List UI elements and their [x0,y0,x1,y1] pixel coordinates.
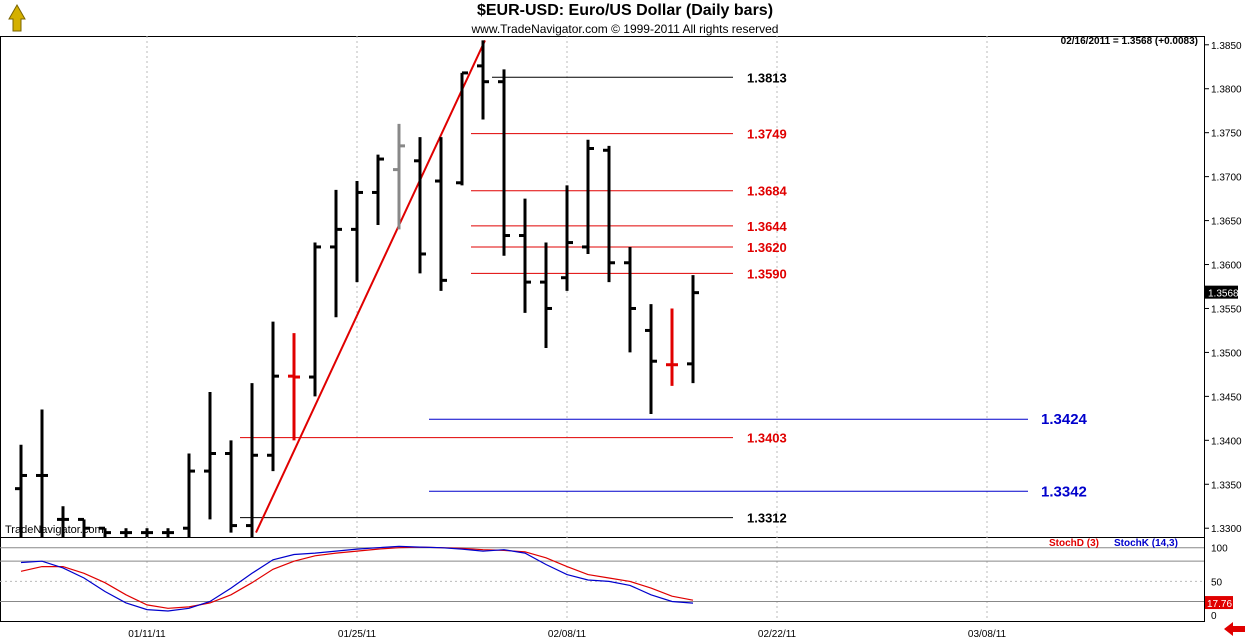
stoch-tick-label: 0 [1211,611,1217,622]
level-label: 1.3620 [747,240,787,255]
y-tick-label: 1.3600 [1211,261,1242,272]
y-tick-label: 1.3750 [1211,129,1242,140]
level-label: 1.3312 [747,511,787,526]
x-tick-label: 01/11/11 [128,629,166,640]
level-label: 1.3590 [747,266,787,281]
level-label: 1.3342 [1041,483,1087,500]
chart-title: $EUR-USD: Euro/US Dollar (Daily bars) [476,2,774,19]
y-tick-label: 1.3800 [1211,85,1242,96]
x-tick-label: 02/08/11 [548,629,587,640]
level-label: 1.3684 [747,184,788,199]
stochk-line [20,545,694,612]
y-tick-label: 1.3450 [1211,392,1242,403]
x-tick-label: 01/25/11 [338,629,377,640]
trendline [255,39,486,534]
trade-navigator-logo [5,3,29,38]
current-price-label: 1.3568 [1208,289,1239,300]
watermark: TradeNavigator.com [5,524,104,536]
level-label: 1.3813 [747,70,787,85]
current-price-box [1205,285,1238,299]
stoch-tick-label: 100 [1211,544,1228,555]
level-label: 1.3644 [747,219,788,234]
stochd-legend: StochD (3) [1049,538,1099,549]
y-tick-label: 1.3700 [1211,173,1242,184]
y-tick-label: 1.3300 [1211,524,1242,535]
y-tick-label: 1.3500 [1211,348,1242,359]
x-tick-label: 03/08/11 [968,629,1007,640]
level-label: 1.3403 [747,431,787,446]
stochk-legend: StochK (14,3) [1114,538,1178,549]
scroll-left-arrow-icon[interactable] [1224,622,1246,641]
y-tick-label: 1.3400 [1211,436,1242,447]
y-tick-label: 1.3850 [1211,41,1242,52]
y-tick-label: 1.3350 [1211,480,1242,491]
x-tick-label: 02/22/11 [758,629,797,640]
chart-subtitle: www.TradeNavigator.com © 1999-2011 All r… [471,22,779,36]
last-quote: 02/16/2011 = 1.3568 (+0.0083) [1060,36,1198,47]
level-label: 1.3749 [747,127,787,142]
stochd-line [20,546,694,609]
level-label: 1.3424 [1041,411,1088,428]
stoch-value-label: 17.76 [1207,599,1232,610]
stoch-tick-label: 50 [1211,577,1223,588]
plot-frame [0,36,1205,622]
y-tick-label: 1.3650 [1211,217,1242,228]
stoch-value-box [1205,596,1233,610]
y-tick-label: 1.3550 [1211,304,1242,315]
